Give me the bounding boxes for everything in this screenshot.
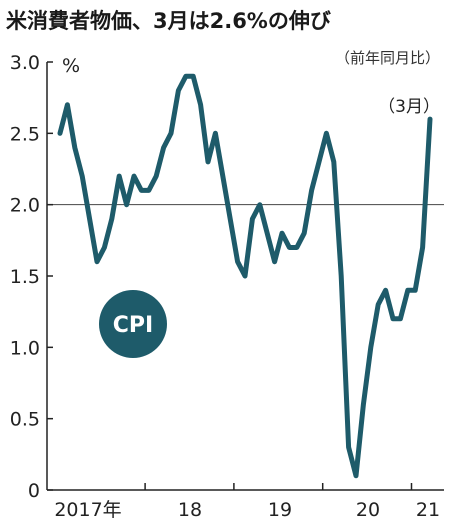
x-tick-label: 20 bbox=[356, 499, 380, 521]
cpi-badge-label: CPI bbox=[113, 313, 153, 338]
x-tick-labels: 2017年 18 19 20 21 bbox=[54, 499, 440, 521]
cpi-series-line bbox=[57, 73, 433, 479]
y-tick-labels: 3.0 2.5 2.0 1.5 1.0 0.5 0 bbox=[10, 52, 40, 502]
y-tick-label: 1.0 bbox=[10, 337, 40, 359]
x-tick-label: 18 bbox=[178, 499, 202, 521]
y-tick-label: 1.5 bbox=[10, 266, 40, 288]
y-tick-label: 0.5 bbox=[10, 409, 40, 431]
x-tick-label: 19 bbox=[268, 499, 292, 521]
y-tick-label: 3.0 bbox=[10, 52, 40, 74]
y-tick-label: 0 bbox=[28, 480, 40, 502]
x-tick-label: 2017年 bbox=[54, 499, 121, 521]
latest-month-annotation: （3月） bbox=[378, 97, 440, 117]
x-tick-label: 21 bbox=[416, 499, 440, 521]
y-tick-label: 2.5 bbox=[10, 123, 40, 145]
cpi-badge bbox=[99, 290, 167, 358]
chart-subtitle: （前年同月比） bbox=[335, 49, 440, 67]
y-tick-label: 2.0 bbox=[10, 195, 40, 217]
chart-title: 米消費者物価、3月は2.6%の伸び bbox=[6, 9, 331, 33]
y-axis-unit: % bbox=[62, 55, 80, 77]
